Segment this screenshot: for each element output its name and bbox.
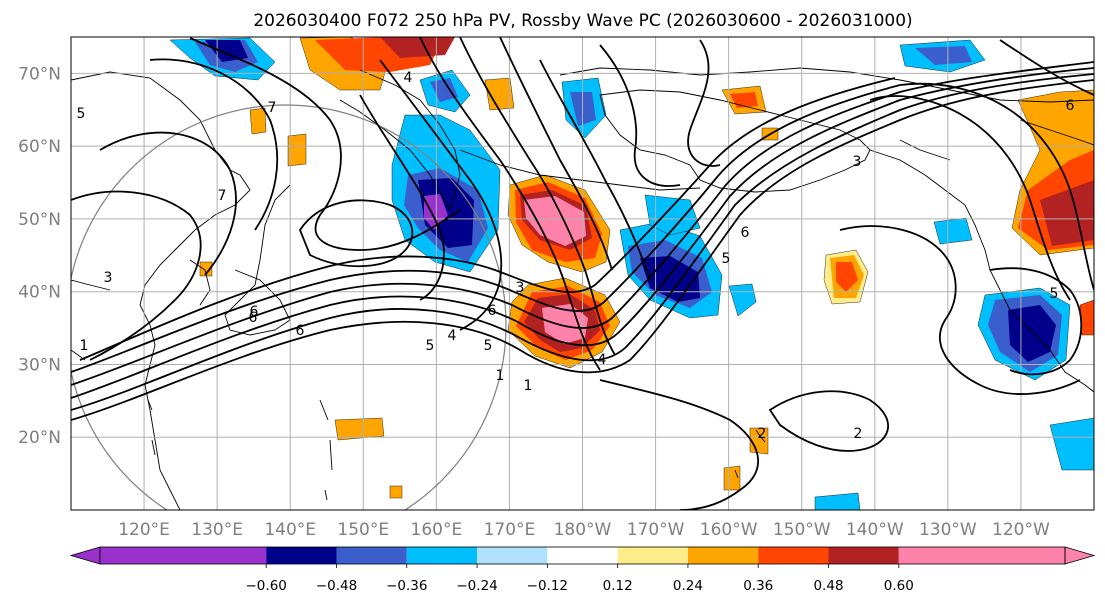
contour-label: 5 — [426, 338, 435, 354]
contour-label: 1 — [496, 368, 505, 384]
reference-circle — [71, 104, 507, 510]
colorbar-tick-label: 0.36 — [743, 578, 773, 594]
anomaly-neg-bering — [644, 194, 701, 236]
contour-label: 5 — [1050, 286, 1059, 302]
contour-label: 6 — [250, 304, 259, 320]
colorbar-extend-max — [1064, 546, 1096, 565]
lat-label: 50°N — [18, 210, 61, 230]
lon-label: 130°E — [191, 520, 243, 540]
lat-label: 40°N — [18, 283, 61, 303]
contour-label: 1 — [524, 378, 533, 394]
latitude-axis: 70°N 60°N 50°N 40°N 30°N 20°N — [18, 64, 61, 448]
contour-label: 7 — [268, 100, 277, 116]
colorbar-tick-label: −0.48 — [316, 578, 357, 594]
lon-label: 140°E — [264, 520, 316, 540]
contour-label: 6 — [1066, 98, 1075, 114]
contour-label: 4 — [404, 70, 413, 86]
contour-label: 6 — [488, 303, 497, 319]
contour-label: 3 — [853, 154, 862, 170]
longitude-axis: 120°E 130°E 140°E 150°E 160°E 170°E 180°W 170°W… — [118, 520, 1050, 540]
colorbar-bin — [477, 547, 548, 564]
contour-label: 4 — [598, 352, 607, 368]
colorbar-bin — [100, 547, 267, 564]
map-title: 2026030400 F072 250 hPa PV, Rossby Wave … — [253, 11, 912, 31]
colorbar-tick-label: 0.24 — [673, 578, 703, 594]
aleutian-islands — [459, 149, 701, 191]
contour-label: 3 — [104, 270, 113, 286]
colorbar-bin — [758, 547, 829, 564]
lon-label: 130°W — [919, 520, 977, 540]
colorbar-bin — [898, 547, 1065, 564]
lon-label: 160°E — [411, 520, 463, 540]
coast-alaska — [599, 89, 871, 193]
colorbar-tick-label: −0.36 — [386, 578, 427, 594]
coast-asia — [71, 71, 251, 510]
contour-label: 3 — [516, 280, 525, 296]
contour-label: 5 — [484, 338, 493, 354]
lon-label: 140°W — [846, 520, 904, 540]
contour-label: 5 — [77, 106, 86, 122]
lat-label: 30°N — [18, 355, 61, 375]
lon-label: 170°E — [484, 520, 536, 540]
colorbar-tick-label: 0.48 — [813, 578, 843, 594]
lon-label: 160°W — [700, 520, 758, 540]
coast-arctic — [559, 67, 1094, 103]
lon-label: 150°E — [337, 520, 389, 540]
lon-label: 120°E — [118, 520, 170, 540]
contour-label: 2 — [758, 426, 767, 442]
lon-label: 150°W — [773, 520, 831, 540]
colorbar: −0.60 −0.48 −0.36 −0.24 −0.12 0.12 0.24 0.36 0.4… — [69, 546, 1096, 594]
contour-label: 4 — [448, 328, 457, 344]
colorbar-tick-label: 0.60 — [884, 578, 914, 594]
colorbar-bin — [687, 547, 759, 564]
contour-label: 7 — [218, 188, 227, 204]
colorbar-frame — [99, 546, 1066, 565]
colorbar-tick-label: −0.60 — [246, 578, 287, 594]
map-frame — [70, 36, 1095, 511]
colorbar-bin — [828, 547, 899, 564]
lon-label: 170°W — [627, 520, 685, 540]
contour-label: 1 — [80, 338, 89, 354]
colorbar-extend-min — [69, 546, 101, 565]
colorbar-tick-label: −0.12 — [527, 578, 568, 594]
contour-label: 6 — [296, 323, 305, 339]
lat-label: 20°N — [18, 428, 61, 448]
colorbar-bin — [617, 547, 688, 564]
contour-label: 6 — [741, 225, 750, 241]
lon-label: 180°W — [554, 520, 612, 540]
contour-label: 2 — [854, 426, 863, 442]
lon-label: 120°W — [992, 520, 1050, 540]
contour-label: 5 — [722, 251, 731, 267]
colorbar-tick-label: −0.24 — [456, 578, 497, 594]
lat-label: 70°N — [18, 64, 61, 84]
hawaii — [734, 429, 766, 479]
lat-label: 60°N — [18, 137, 61, 157]
pv-contours — [71, 37, 1094, 510]
colorbar-bin — [266, 547, 337, 564]
colorbar-bin — [547, 547, 618, 564]
colorbar-bin — [336, 547, 407, 564]
colorbar-tick-label: 0.12 — [603, 578, 633, 594]
colorbar-bin — [406, 547, 478, 564]
contour-label: 6 — [249, 310, 258, 326]
